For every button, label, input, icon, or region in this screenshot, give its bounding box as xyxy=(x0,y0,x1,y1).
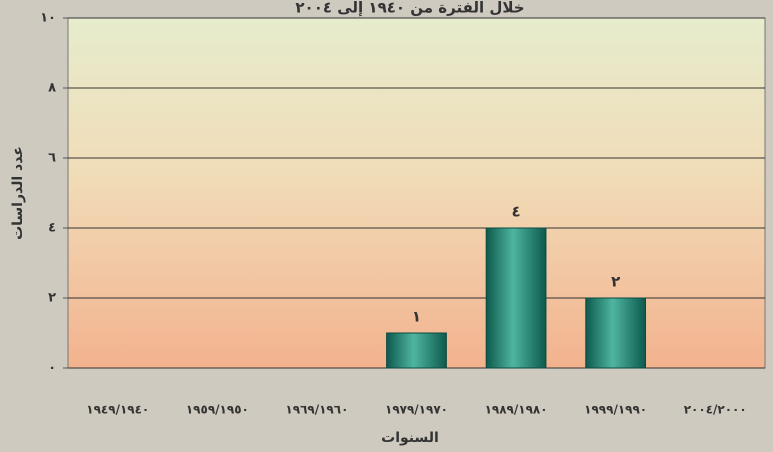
bar xyxy=(585,297,647,369)
bar xyxy=(485,227,547,369)
x-tick-label: ١٩٥٩/١٩٥٠ xyxy=(186,403,249,417)
x-tick-label: ٢٠٠٤/٢٠٠٠ xyxy=(684,403,747,417)
y-tick-label: ٦ xyxy=(48,151,56,166)
y-tick-label: ٠ xyxy=(48,361,56,376)
x-tick-label: ١٩٤٩/١٩٤٠ xyxy=(86,403,149,417)
x-tick-label: ١٩٧٩/١٩٧٠ xyxy=(385,403,448,417)
bar xyxy=(386,332,447,369)
data-label: ٢ xyxy=(611,273,620,291)
y-tick-label: ٨ xyxy=(48,81,56,96)
y-tick-label: ٤ xyxy=(48,221,56,236)
data-label: ١ xyxy=(412,308,421,326)
y-axis-label: عدد الدراسات xyxy=(10,146,26,240)
x-axis-label: السنوات xyxy=(381,430,439,446)
x-tick-label: ١٩٨٩/١٩٨٠ xyxy=(485,403,548,417)
chart-title: خلال الفترة من ١٩٤٠ إلى ٢٠٠٤ xyxy=(295,0,524,17)
plot-area xyxy=(67,17,766,369)
x-tick-label: ١٩٦٩/١٩٦٠ xyxy=(285,403,348,417)
y-tick-label: ٢ xyxy=(48,291,56,306)
x-tick-label: ١٩٩٩/١٩٩٠ xyxy=(584,403,647,417)
data-label: ٤ xyxy=(511,203,520,221)
y-tick-label: ١٠ xyxy=(40,11,56,26)
